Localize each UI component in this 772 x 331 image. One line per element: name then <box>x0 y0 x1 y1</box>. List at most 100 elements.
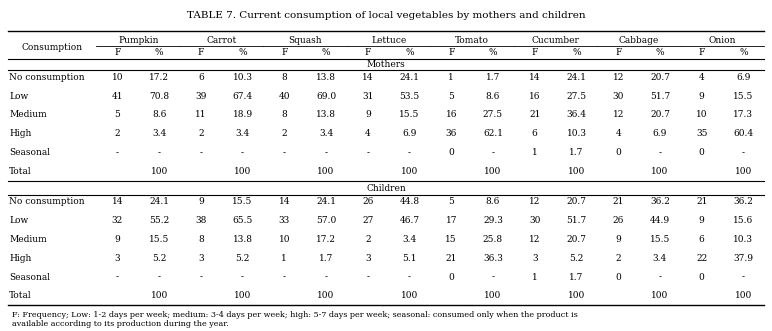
Text: -: - <box>492 272 495 282</box>
Text: 100: 100 <box>317 167 335 176</box>
Text: 100: 100 <box>234 291 251 300</box>
Text: F: F <box>198 48 204 58</box>
Text: 46.7: 46.7 <box>399 216 420 225</box>
Text: 20.7: 20.7 <box>650 73 670 82</box>
Text: -: - <box>324 272 327 282</box>
Text: 36: 36 <box>445 129 457 138</box>
Text: 100: 100 <box>652 167 669 176</box>
Text: 0: 0 <box>615 272 621 282</box>
Text: 4: 4 <box>365 129 371 138</box>
Text: 8: 8 <box>198 235 204 244</box>
Text: 9: 9 <box>699 216 705 225</box>
Text: 2: 2 <box>114 129 120 138</box>
Text: 0: 0 <box>449 148 454 157</box>
Text: -: - <box>283 148 286 157</box>
Text: -: - <box>116 272 119 282</box>
Text: Medium: Medium <box>9 111 47 119</box>
Text: 24.1: 24.1 <box>316 197 336 206</box>
Text: 8.6: 8.6 <box>486 92 500 101</box>
Text: 9: 9 <box>699 92 705 101</box>
Text: 6.9: 6.9 <box>653 129 667 138</box>
Text: 4: 4 <box>699 73 705 82</box>
Text: -: - <box>408 272 411 282</box>
Text: 29.3: 29.3 <box>483 216 503 225</box>
Text: 1: 1 <box>282 254 287 263</box>
Text: 1.7: 1.7 <box>486 73 500 82</box>
Text: 9: 9 <box>114 235 120 244</box>
Text: 15.5: 15.5 <box>399 111 420 119</box>
Text: 24.1: 24.1 <box>400 73 419 82</box>
Text: 2: 2 <box>282 129 287 138</box>
Text: Seasonal: Seasonal <box>9 272 50 282</box>
Text: F: F <box>364 48 371 58</box>
Text: 22: 22 <box>696 254 707 263</box>
Text: 1: 1 <box>532 272 537 282</box>
Text: -: - <box>199 148 202 157</box>
Text: 0: 0 <box>699 272 705 282</box>
Text: 15.6: 15.6 <box>733 216 753 225</box>
Text: 21: 21 <box>445 254 457 263</box>
Text: F: F <box>532 48 538 58</box>
Text: 10.3: 10.3 <box>567 129 587 138</box>
Text: 5.2: 5.2 <box>569 254 584 263</box>
Text: 1: 1 <box>449 73 454 82</box>
Text: 6: 6 <box>532 129 537 138</box>
Text: -: - <box>408 148 411 157</box>
Text: 2: 2 <box>615 254 621 263</box>
Text: 8: 8 <box>282 73 287 82</box>
Text: 5: 5 <box>449 92 454 101</box>
Text: 55.2: 55.2 <box>149 216 169 225</box>
Text: 15.5: 15.5 <box>149 235 169 244</box>
Text: 14: 14 <box>112 197 123 206</box>
Text: 70.8: 70.8 <box>149 92 169 101</box>
Text: 24.1: 24.1 <box>149 197 169 206</box>
Text: F: F <box>699 48 705 58</box>
Text: F: F <box>114 48 120 58</box>
Text: F: F <box>448 48 455 58</box>
Text: 26: 26 <box>362 197 374 206</box>
Text: 100: 100 <box>401 291 418 300</box>
Text: 2: 2 <box>198 129 204 138</box>
Text: Cucumber: Cucumber <box>532 36 580 45</box>
Text: 32: 32 <box>112 216 123 225</box>
Text: 6.9: 6.9 <box>736 73 750 82</box>
Text: Consumption: Consumption <box>22 43 83 52</box>
Text: 39: 39 <box>195 92 207 101</box>
Text: 21: 21 <box>529 111 540 119</box>
Text: Tomato: Tomato <box>455 36 489 45</box>
Text: 3.4: 3.4 <box>235 129 249 138</box>
Text: 30: 30 <box>612 92 624 101</box>
Text: 14: 14 <box>279 197 290 206</box>
Text: Medium: Medium <box>9 235 47 244</box>
Text: 12: 12 <box>529 235 540 244</box>
Text: 38: 38 <box>195 216 207 225</box>
Text: 15: 15 <box>445 235 457 244</box>
Text: %: % <box>572 48 581 58</box>
Text: 100: 100 <box>735 291 752 300</box>
Text: 100: 100 <box>484 291 502 300</box>
Text: 10: 10 <box>112 73 123 82</box>
Text: 11: 11 <box>195 111 207 119</box>
Text: -: - <box>157 148 161 157</box>
Text: Onion: Onion <box>709 36 736 45</box>
Text: 26: 26 <box>612 216 624 225</box>
Text: 12: 12 <box>612 73 624 82</box>
Text: 65.5: 65.5 <box>232 216 252 225</box>
Text: 60.4: 60.4 <box>733 129 753 138</box>
Text: 3: 3 <box>114 254 120 263</box>
Text: 24.1: 24.1 <box>567 73 587 82</box>
Text: 69.0: 69.0 <box>316 92 336 101</box>
Text: 36.2: 36.2 <box>650 197 670 206</box>
Text: 10: 10 <box>696 111 707 119</box>
Text: 10: 10 <box>279 235 290 244</box>
Text: 5.1: 5.1 <box>402 254 417 263</box>
Text: 100: 100 <box>568 167 585 176</box>
Text: 9: 9 <box>615 235 621 244</box>
Text: Lettuce: Lettuce <box>371 36 406 45</box>
Text: Total: Total <box>9 291 32 300</box>
Text: 21: 21 <box>612 197 624 206</box>
Text: 3.4: 3.4 <box>319 129 334 138</box>
Text: 15.5: 15.5 <box>232 197 252 206</box>
Text: 0: 0 <box>699 148 705 157</box>
Text: 16: 16 <box>529 92 540 101</box>
